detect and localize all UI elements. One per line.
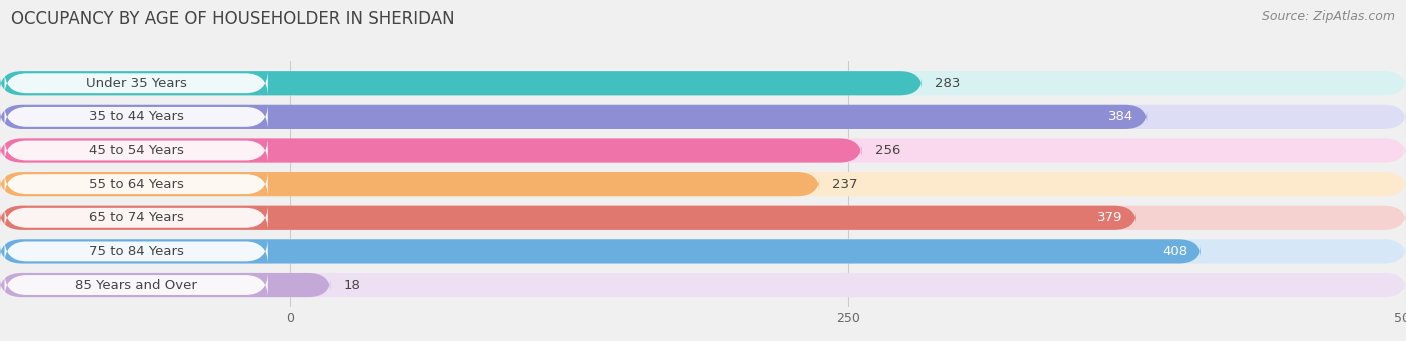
Text: Under 35 Years: Under 35 Years xyxy=(86,77,187,90)
FancyBboxPatch shape xyxy=(4,70,267,96)
Text: 408: 408 xyxy=(1163,245,1187,258)
FancyBboxPatch shape xyxy=(4,104,267,130)
FancyBboxPatch shape xyxy=(0,239,1406,264)
FancyBboxPatch shape xyxy=(4,239,267,264)
FancyBboxPatch shape xyxy=(0,172,820,196)
FancyBboxPatch shape xyxy=(0,273,330,297)
FancyBboxPatch shape xyxy=(4,272,267,298)
FancyBboxPatch shape xyxy=(4,138,267,163)
FancyBboxPatch shape xyxy=(0,138,1406,163)
FancyBboxPatch shape xyxy=(0,239,1201,264)
FancyBboxPatch shape xyxy=(0,105,1147,129)
Text: 45 to 54 Years: 45 to 54 Years xyxy=(89,144,184,157)
FancyBboxPatch shape xyxy=(4,205,267,231)
Text: 379: 379 xyxy=(1097,211,1122,224)
Text: 65 to 74 Years: 65 to 74 Years xyxy=(89,211,184,224)
Text: OCCUPANCY BY AGE OF HOUSEHOLDER IN SHERIDAN: OCCUPANCY BY AGE OF HOUSEHOLDER IN SHERI… xyxy=(11,10,456,28)
Text: 85 Years and Over: 85 Years and Over xyxy=(75,279,197,292)
Text: 75 to 84 Years: 75 to 84 Years xyxy=(89,245,184,258)
FancyBboxPatch shape xyxy=(0,206,1406,230)
FancyBboxPatch shape xyxy=(0,138,862,163)
FancyBboxPatch shape xyxy=(0,71,1406,95)
FancyBboxPatch shape xyxy=(0,105,1406,129)
FancyBboxPatch shape xyxy=(4,171,267,197)
Text: 18: 18 xyxy=(343,279,360,292)
FancyBboxPatch shape xyxy=(0,172,1406,196)
Text: Source: ZipAtlas.com: Source: ZipAtlas.com xyxy=(1261,10,1395,23)
Text: 283: 283 xyxy=(935,77,960,90)
FancyBboxPatch shape xyxy=(0,206,1136,230)
Text: 384: 384 xyxy=(1108,110,1133,123)
Text: 237: 237 xyxy=(832,178,858,191)
Text: 55 to 64 Years: 55 to 64 Years xyxy=(89,178,184,191)
Text: 35 to 44 Years: 35 to 44 Years xyxy=(89,110,184,123)
FancyBboxPatch shape xyxy=(0,71,922,95)
Text: 256: 256 xyxy=(875,144,900,157)
FancyBboxPatch shape xyxy=(0,273,1406,297)
